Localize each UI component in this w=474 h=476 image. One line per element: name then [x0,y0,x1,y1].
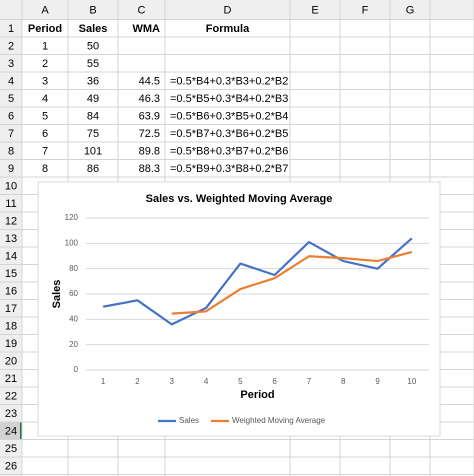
row-header: 7 [8,128,14,140]
legend-label: Sales [179,416,199,425]
y-tick-label: 40 [69,314,78,323]
column-header: A [41,5,49,17]
cell: 84 [87,111,99,123]
header-cell: Period [28,23,62,35]
cell: =0.5*B5+0.3*B4+0.2*B3 [170,93,288,105]
row-header: 25 [5,443,17,455]
cell: 101 [84,146,102,158]
x-axis-label: Period [240,389,274,401]
cell: 3 [42,76,48,88]
row-header: 21 [5,373,17,385]
row-header: 12 [5,216,17,228]
chart-area [37,181,441,437]
row-header: 11 [5,198,16,210]
x-tick-label: 8 [341,377,346,386]
x-tick-label: 5 [238,377,243,386]
y-tick-label: 20 [69,340,78,349]
row-header: 15 [5,268,17,280]
cell: 46.3 [139,93,160,105]
row-header: 2 [8,41,14,53]
row-header: 20 [5,356,17,368]
cell: 63.9 [139,111,160,123]
cell: 7 [42,146,48,158]
cell: =0.5*B7+0.3*B6+0.2*B5 [170,128,288,140]
cell: 36 [87,76,99,88]
row-header: 13 [5,233,17,245]
cell: 86 [87,163,99,175]
row-header: 22 [5,391,17,403]
legend-label: Weighted Moving Average [232,416,326,425]
cell: 55 [87,58,99,70]
column-header: F [362,5,369,17]
row-header: 3 [8,58,14,70]
y-tick-label: 80 [69,264,78,273]
header-cell: WMA [133,23,161,35]
cell: 2 [42,58,48,70]
cell: 5 [42,111,48,123]
y-tick-label: 100 [65,238,79,247]
cell: 89.8 [139,146,160,158]
cell: 72.5 [139,128,160,140]
row-header: 17 [5,303,17,315]
row-header: 26 [5,461,17,473]
cell: =0.5*B4+0.3*B3+0.2*B2 [170,76,288,88]
selected-row-header [0,422,22,440]
cell: 1 [42,41,48,53]
cell: 6 [42,128,48,140]
row-header: 14 [5,251,17,263]
row-header: 10 [5,181,17,193]
header-cell: Formula [206,23,250,35]
row-header: 9 [8,163,14,175]
row-header: 16 [5,286,17,298]
column-header: D [224,5,232,17]
cell: 75 [87,128,99,140]
cell: 49 [87,93,99,105]
row-header: 19 [5,338,17,350]
chart-title: Sales vs. Weighted Moving Average [146,193,333,205]
cell: 4 [42,93,48,105]
column-header-bar [0,0,474,20]
x-tick-label: 10 [407,377,416,386]
x-tick-label: 2 [135,377,140,386]
row-header: 24 [5,426,17,438]
x-tick-label: 7 [307,377,312,386]
cell: 8 [42,163,48,175]
y-tick-label: 60 [69,289,78,298]
cell: =0.5*B6+0.3*B5+0.2*B4 [170,111,288,123]
y-tick-label: 0 [74,365,79,374]
row-header: 23 [5,408,17,420]
series-line [102,237,413,326]
row-header: 8 [8,146,14,158]
column-header: E [311,5,318,17]
cell: =0.5*B8+0.3*B7+0.2*B6 [170,146,288,158]
x-tick-label: 9 [375,377,380,386]
column-header: G [406,5,415,17]
cell: =0.5*B9+0.3*B8+0.2*B7 [170,163,288,175]
y-axis-label: Sales [51,280,63,309]
row-header: 5 [8,93,14,105]
row-header: 1 [8,23,14,35]
column-header: B [89,5,96,17]
row-header: 18 [5,321,17,333]
row-header: 4 [8,76,14,88]
row-header-bar [0,19,22,476]
cell: 88.3 [139,163,160,175]
header-cell: Sales [79,23,108,35]
cell: 50 [87,41,99,53]
x-tick-label: 1 [101,377,106,386]
x-tick-label: 4 [204,377,209,386]
y-tick-label: 120 [65,213,79,222]
row-header: 6 [8,111,14,123]
cell: 44.5 [139,76,160,88]
x-tick-label: 6 [272,377,277,386]
column-header: C [138,5,146,17]
series-line [171,250,413,315]
x-tick-label: 3 [170,377,175,386]
